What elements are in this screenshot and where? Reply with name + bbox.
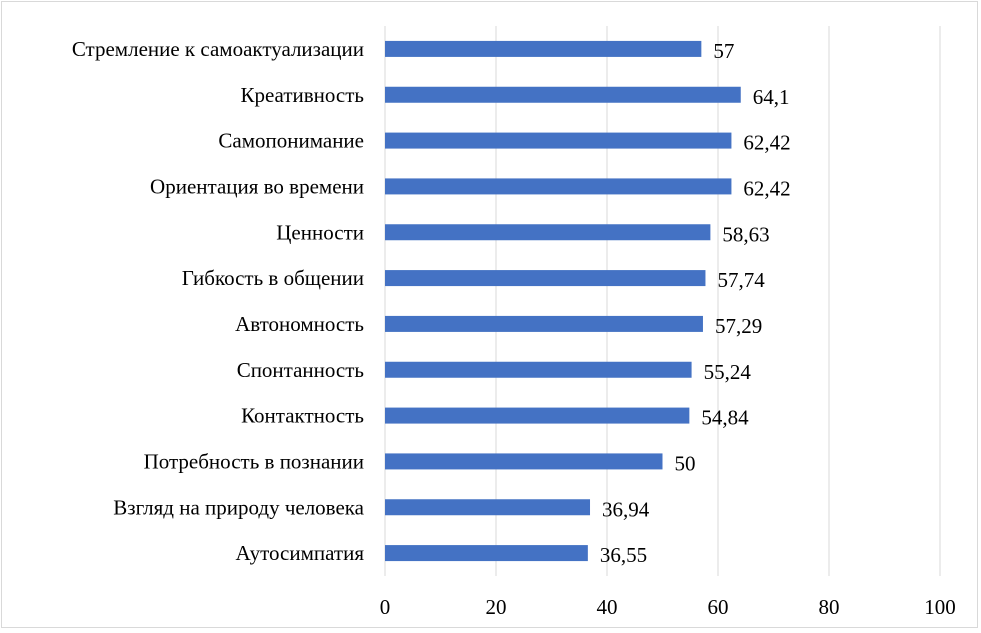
bar (385, 315, 703, 332)
bar (385, 86, 741, 103)
data-label: 57 (713, 39, 734, 63)
data-label: 55,24 (704, 360, 752, 384)
category-label: Ценности (276, 220, 364, 244)
category-label: Креативность (240, 83, 364, 107)
data-label: 58,63 (722, 222, 769, 246)
category-label: Самопонимание (218, 129, 364, 153)
category-label: Автономность (235, 312, 364, 336)
x-axis-ticks: 0 20 40 60 80 100 (380, 595, 956, 619)
bars (385, 40, 741, 562)
data-label: 62,42 (743, 176, 790, 200)
data-label: 36,94 (602, 497, 650, 521)
data-label: 62,42 (743, 131, 790, 155)
data-labels: 57 64,1 62,42 62,42 58,63 57,74 57,29 55,24 54,8… (600, 39, 791, 567)
bar (385, 499, 591, 516)
bar (385, 270, 706, 287)
category-label: Взгляд на природу человека (113, 495, 364, 519)
category-label: Потребность в познании (144, 449, 364, 473)
category-label: Стремление к самоактуализации (72, 37, 364, 61)
data-label: 57,29 (715, 314, 762, 338)
bar (385, 224, 711, 241)
data-label: 50 (675, 451, 696, 475)
category-label: Контактность (241, 404, 364, 428)
data-label: 54,84 (701, 406, 749, 430)
bar (385, 545, 588, 562)
bar (385, 132, 732, 149)
bar (385, 453, 663, 470)
x-tick-label: 0 (380, 595, 391, 619)
category-labels: Стремление к самоактуализации Креативност… (72, 37, 365, 565)
gridlines (384, 26, 941, 576)
x-tick-label: 100 (924, 595, 956, 619)
bar (385, 40, 702, 57)
category-label: Гибкость в общении (182, 266, 364, 290)
data-label: 57,74 (717, 268, 765, 292)
bar (385, 178, 732, 195)
x-tick-label: 80 (819, 595, 840, 619)
data-label: 36,55 (600, 543, 647, 567)
data-label: 64,1 (753, 85, 790, 109)
x-tick-label: 40 (597, 595, 618, 619)
bar (385, 407, 690, 424)
category-label: Ориентация во времени (150, 174, 364, 198)
bar (385, 361, 692, 378)
x-tick-label: 60 (708, 595, 729, 619)
category-label: Аутосимпатия (236, 541, 365, 565)
x-tick-label: 20 (486, 595, 507, 619)
category-label: Спонтанность (237, 358, 364, 382)
